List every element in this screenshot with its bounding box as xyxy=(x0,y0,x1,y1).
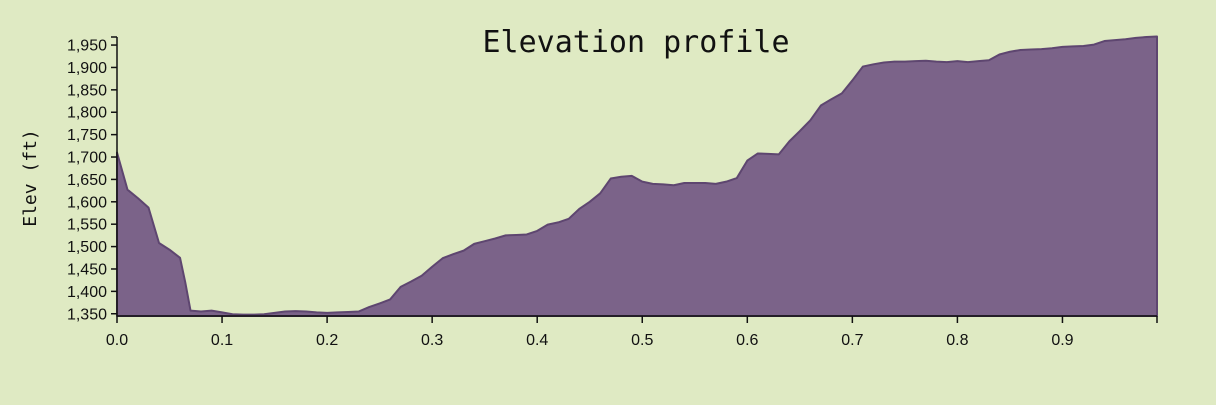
x-tick-label: 0.8 xyxy=(946,332,968,349)
x-tick-label: 0.3 xyxy=(421,332,443,349)
chart-title: Elevation profile xyxy=(482,25,789,60)
y-tick-label: 1,900 xyxy=(67,60,107,77)
y-tick-label: 1,700 xyxy=(67,150,107,167)
y-axis-label: Elev (ft) xyxy=(20,129,41,227)
x-tick-label: 0.2 xyxy=(316,332,338,349)
elevation-area xyxy=(116,35,1158,317)
x-tick-label: 0.4 xyxy=(526,332,548,349)
y-tick-label: 1,600 xyxy=(67,194,107,211)
x-tick-label: 0.9 xyxy=(1051,332,1073,349)
plot-area xyxy=(116,35,1158,317)
y-tick-label: 1,500 xyxy=(67,239,107,256)
y-tick-label: 1,850 xyxy=(67,82,107,99)
y-tick-label: 1,400 xyxy=(67,284,107,301)
x-tick-label: 0.5 xyxy=(631,332,653,349)
y-tick-label: 1,750 xyxy=(67,127,107,144)
x-tick-label: 0.1 xyxy=(211,332,233,349)
y-tick-label: 1,650 xyxy=(67,172,107,189)
y-tick-label: 1,350 xyxy=(67,306,107,323)
x-tick-label: 0.7 xyxy=(841,332,863,349)
y-tick-label: 1,450 xyxy=(67,261,107,278)
y-tick-label: 1,550 xyxy=(67,217,107,234)
x-tick-label: 0.6 xyxy=(736,332,758,349)
y-tick-label: 1,800 xyxy=(67,105,107,122)
axes: 1,350 1,400 1,450 1,500 1,550 1,600 1,650 1,700… xyxy=(67,36,1158,349)
y-tick-label: 1,950 xyxy=(67,38,107,55)
x-tick-label: 0.0 xyxy=(106,332,128,349)
